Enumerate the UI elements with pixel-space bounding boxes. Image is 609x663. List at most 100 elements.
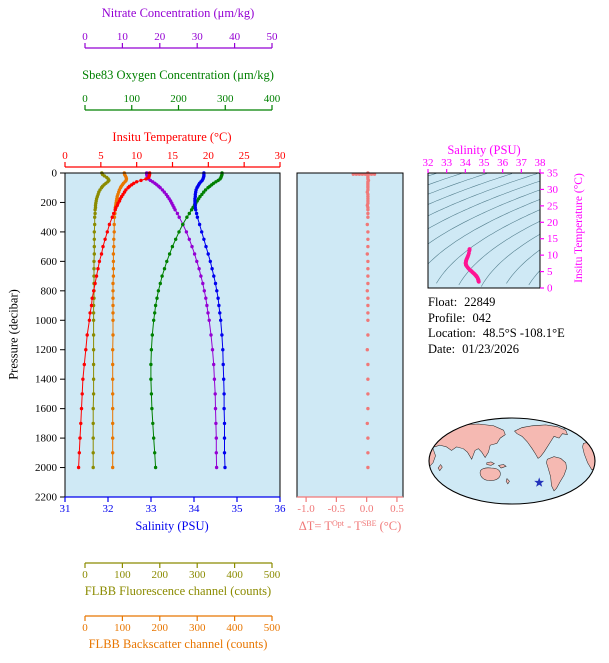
map-outline <box>428 417 596 505</box>
svg-text:20: 20 <box>547 217 559 229</box>
land-europe-east <box>429 432 436 442</box>
svg-text:400: 400 <box>41 226 58 238</box>
svg-text:0: 0 <box>82 93 88 105</box>
land-new-guinea <box>498 464 507 469</box>
delta-label-sup-opt: Opt <box>331 519 344 528</box>
svg-text:36: 36 <box>497 157 509 169</box>
temp-axis-title: Insitu Temperature (°C) <box>112 130 232 144</box>
temperature-profile <box>76 171 152 470</box>
svg-text:36: 36 <box>275 503 287 515</box>
svg-text:30: 30 <box>275 150 287 162</box>
land-indonesia <box>486 461 495 466</box>
svg-text:200: 200 <box>41 197 58 209</box>
float-label: Float: <box>428 295 458 309</box>
svg-text:2000: 2000 <box>35 462 58 474</box>
svg-text:34: 34 <box>189 503 201 515</box>
float-info-line-location: Location: 48.5°S -108.1°E <box>428 326 565 342</box>
location-value: 48.5°S -108.1°E <box>482 326 565 340</box>
location-label: Location: <box>428 326 476 340</box>
oxygen-axis-title: Sbe83 Oxygen Concentration (μm/kg) <box>82 68 274 82</box>
svg-text:38: 38 <box>535 157 547 169</box>
svg-text:0: 0 <box>82 31 88 43</box>
float-info-line-float: Float: 22849 <box>428 295 565 311</box>
land-north-america <box>514 424 568 459</box>
ts-axes: 32 33 34 35 36 37 38 0 5 10 15 20 25 30 35 <box>423 157 559 295</box>
svg-text:15: 15 <box>167 150 179 162</box>
backscatter-axis: 0 100 200 300 400 500 <box>82 615 281 634</box>
svg-text:500: 500 <box>264 569 281 581</box>
svg-text:300: 300 <box>189 569 206 581</box>
svg-text:600: 600 <box>41 256 58 268</box>
svg-text:32: 32 <box>103 503 114 515</box>
svg-text:37: 37 <box>516 157 528 169</box>
float-value: 22849 <box>464 295 496 309</box>
svg-text:0: 0 <box>52 168 58 180</box>
svg-text:10: 10 <box>547 250 559 262</box>
svg-text:32: 32 <box>423 157 434 169</box>
delta-label-post: (°C) <box>376 519 402 533</box>
land-south-america <box>546 456 567 492</box>
svg-text:40: 40 <box>229 31 241 43</box>
ts-isopycnal-contours <box>428 173 540 287</box>
ts-plot <box>428 173 540 288</box>
ts-points <box>463 247 481 284</box>
delta-axis-title: ΔT= TOpt - TSBE (°C) <box>278 519 422 534</box>
svg-text:33: 33 <box>441 157 453 169</box>
svg-text:33: 33 <box>146 503 158 515</box>
svg-text:300: 300 <box>189 622 206 634</box>
svg-text:100: 100 <box>114 622 131 634</box>
svg-text:5: 5 <box>98 150 104 162</box>
svg-text:0: 0 <box>62 150 68 162</box>
delta-label-pre: ΔT= T <box>298 519 332 533</box>
float-location-star-icon <box>534 477 545 487</box>
svg-text:400: 400 <box>226 622 243 634</box>
svg-text:100: 100 <box>114 569 131 581</box>
svg-text:35: 35 <box>479 157 491 169</box>
land-europe-west <box>583 429 595 441</box>
float-info: Float: 22849 Profile: 042 Location: 48.5°S … <box>428 295 565 357</box>
land-australia <box>479 467 501 481</box>
svg-text:35: 35 <box>232 503 244 515</box>
svg-text:1200: 1200 <box>35 344 58 356</box>
svg-text:20: 20 <box>203 150 215 162</box>
svg-text:400: 400 <box>226 569 243 581</box>
land-new-zealand <box>505 478 510 485</box>
svg-text:400: 400 <box>264 93 281 105</box>
svg-text:0: 0 <box>547 283 553 295</box>
fluorescence-axis: 0 100 200 300 400 500 <box>82 562 281 581</box>
svg-text:1400: 1400 <box>35 374 58 386</box>
svg-text:800: 800 <box>41 285 58 297</box>
float-info-line-date: Date: 01/23/2026 <box>428 342 565 358</box>
fluor-axis-title: FLBB Fluorescence channel (counts) <box>84 584 272 598</box>
temperature-axis: 0 5 10 15 20 25 30 <box>62 150 287 168</box>
svg-text:0.0: 0.0 <box>360 503 374 515</box>
svg-text:35: 35 <box>547 168 559 180</box>
svg-text:50: 50 <box>267 31 279 43</box>
svg-text:15: 15 <box>547 233 559 245</box>
svg-text:1600: 1600 <box>35 403 58 415</box>
svg-text:5: 5 <box>547 266 553 278</box>
main-plot <box>65 173 280 497</box>
pressure-axis: 0 200 400 600 800 1000 1200 1400 1600 1800 2000 220… <box>35 168 65 504</box>
date-label: Date: <box>428 341 456 356</box>
world-map <box>428 417 596 505</box>
delta-label-mid: - T <box>343 519 362 533</box>
oxygen-profile <box>149 171 224 470</box>
svg-text:500: 500 <box>264 622 281 634</box>
fluorescence-profile <box>91 171 111 470</box>
svg-text:1800: 1800 <box>35 433 58 445</box>
backscatter-profile <box>111 171 129 470</box>
svg-text:10: 10 <box>131 150 143 162</box>
nitrate-axis-title: Nitrate Concentration (μm/kg) <box>101 6 255 20</box>
delta-plot <box>297 173 403 497</box>
nitrate-axis: 0 10 20 30 40 50 <box>82 31 279 49</box>
land-madagascar <box>437 464 443 472</box>
svg-text:1000: 1000 <box>35 315 58 327</box>
svg-text:0.5: 0.5 <box>390 503 404 515</box>
svg-text:30: 30 <box>192 31 204 43</box>
profile-label: Profile: <box>428 310 466 325</box>
svg-text:10: 10 <box>117 31 129 43</box>
svg-text:0: 0 <box>82 569 88 581</box>
svg-text:34: 34 <box>460 157 472 169</box>
